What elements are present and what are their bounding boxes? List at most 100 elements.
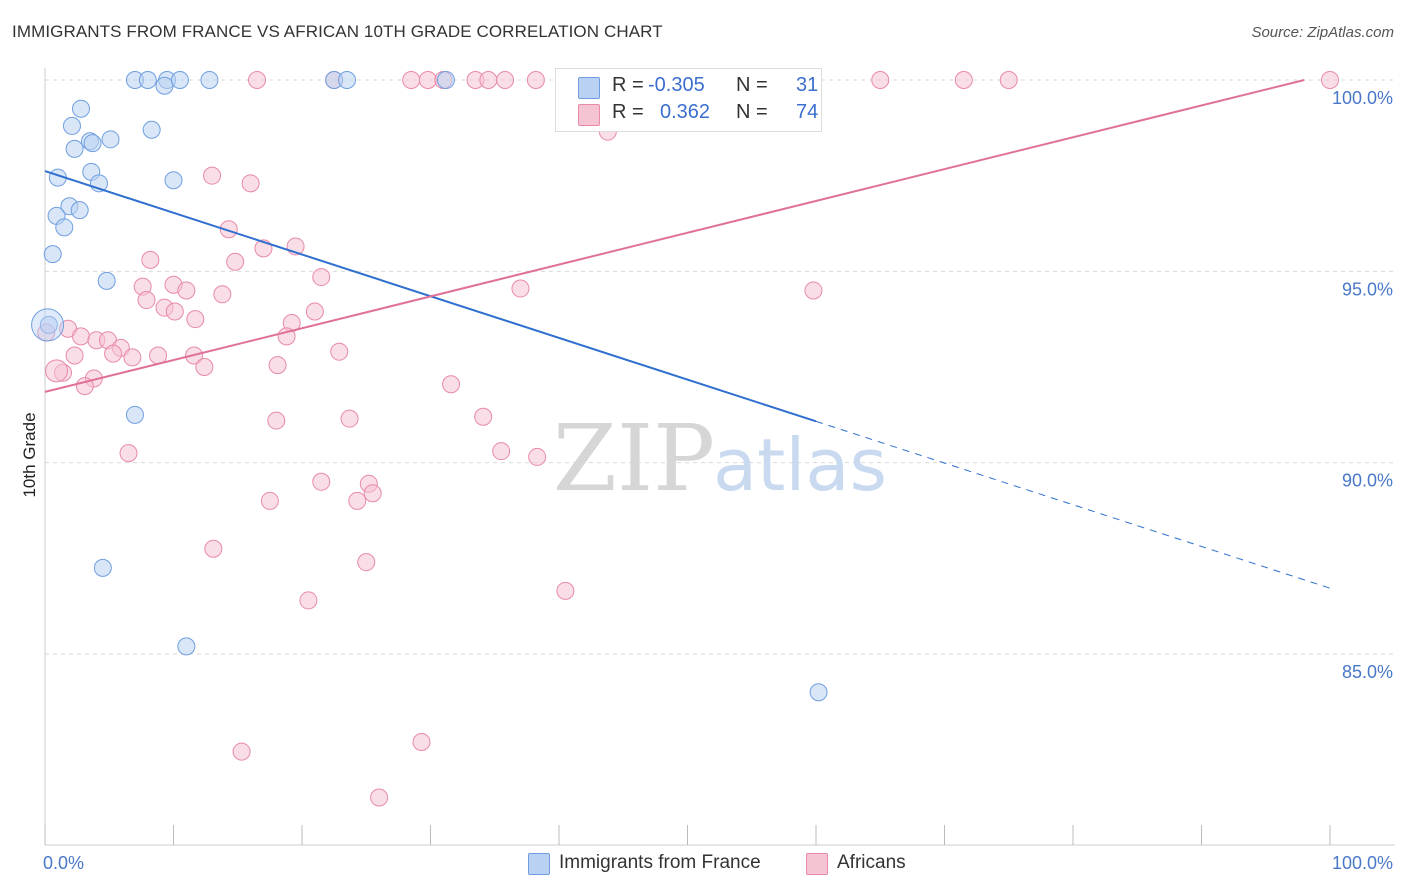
x-tick-label: 0.0% — [43, 853, 84, 873]
point-africans — [260, 491, 279, 510]
legend-r-value: -0.305 — [648, 74, 705, 96]
point-france — [125, 405, 144, 424]
point-africans — [999, 71, 1018, 89]
point-africans — [357, 553, 376, 572]
point-africans — [226, 252, 245, 271]
trend-lines — [44, 79, 1331, 589]
point-africans — [511, 279, 530, 298]
point-africans — [348, 491, 367, 510]
point-africans — [241, 174, 260, 193]
point-africans — [402, 71, 421, 89]
legend-swatch-france — [528, 853, 550, 875]
point-france — [809, 683, 828, 702]
point-africans — [871, 71, 890, 89]
point-africans — [312, 472, 331, 491]
point-africans — [195, 358, 214, 376]
point-africans — [45, 359, 69, 383]
point-africans — [492, 442, 511, 461]
legend-n-label: N = — [736, 74, 768, 96]
point-africans — [474, 407, 493, 426]
point-france — [71, 99, 90, 118]
legend-r-label: R = — [612, 74, 644, 96]
legend-r-value: 0.362 — [660, 101, 711, 123]
legend-label-france: Immigrants from France — [559, 852, 761, 873]
point-france — [177, 637, 196, 656]
point-africans — [248, 71, 267, 89]
point-africans — [312, 268, 331, 287]
point-africans — [340, 409, 359, 428]
point-africans — [65, 346, 84, 365]
axes — [44, 68, 1395, 846]
point-france — [142, 120, 161, 139]
point-africans — [412, 733, 431, 752]
point-france — [97, 271, 116, 290]
point-france — [170, 71, 189, 89]
point-africans — [137, 291, 156, 310]
legend-label-africans: Africans — [837, 852, 906, 873]
legend-n-value: 31 — [796, 74, 819, 96]
point-france — [164, 171, 183, 190]
y-tick-label: 100.0% — [1332, 88, 1393, 108]
data-points — [31, 71, 1339, 807]
point-africans — [165, 302, 184, 321]
point-africans — [104, 344, 123, 363]
point-africans — [442, 375, 461, 394]
watermark: ZIP atlas — [553, 405, 887, 512]
point-africans — [479, 71, 498, 89]
tick-labels: 100.0% 95.0% 90.0% 85.0% 0.0% 100.0% — [43, 88, 1393, 873]
point-africans — [370, 788, 389, 807]
point-france — [39, 315, 58, 334]
point-france — [138, 71, 157, 89]
point-france — [31, 308, 65, 342]
point-africans — [496, 71, 515, 89]
stats-legend: R = -0.305 N = 31 R = 0.362 N = 74 — [555, 68, 822, 132]
trend-line-africans — [44, 79, 1305, 393]
point-france — [43, 245, 62, 264]
legend-swatch-africans — [578, 104, 600, 126]
point-africans — [954, 71, 973, 89]
point-africans — [418, 71, 437, 89]
x-tick-label: 100.0% — [1332, 853, 1393, 873]
source-credit: Source: ZipAtlas.com — [1251, 24, 1394, 41]
point-france — [155, 76, 174, 95]
watermark-atlas: atlas — [713, 423, 887, 507]
point-africans — [213, 285, 232, 304]
point-africans — [119, 444, 138, 463]
point-france — [83, 134, 102, 153]
point-africans — [186, 310, 205, 329]
point-france — [93, 558, 112, 577]
point-africans — [363, 484, 382, 503]
point-france — [70, 201, 89, 220]
point-africans — [141, 250, 160, 269]
chart-title: IMMIGRANTS FROM FRANCE VS AFRICAN 10TH G… — [12, 22, 663, 41]
legend-swatch-africans — [806, 853, 828, 875]
point-africans — [526, 71, 545, 89]
point-france — [65, 139, 84, 158]
y-tick-label: 85.0% — [1342, 662, 1393, 682]
point-france — [200, 71, 219, 89]
point-africans — [330, 342, 349, 361]
point-africans — [177, 281, 196, 300]
point-africans — [299, 591, 318, 610]
point-africans — [556, 581, 575, 600]
point-africans — [71, 327, 90, 346]
point-africans — [203, 166, 222, 185]
point-africans — [204, 539, 223, 558]
point-france — [436, 71, 455, 89]
legend-r-label: R = — [612, 101, 644, 123]
point-france — [101, 130, 120, 149]
watermark-zip: ZIP — [553, 405, 715, 512]
point-africans — [219, 220, 238, 239]
point-africans — [123, 348, 142, 367]
point-africans — [1321, 71, 1339, 89]
y-tick-label: 95.0% — [1342, 279, 1393, 299]
point-africans — [267, 411, 286, 430]
point-france — [337, 71, 356, 89]
point-africans — [232, 742, 251, 761]
point-africans — [528, 447, 547, 466]
point-africans — [804, 281, 823, 300]
point-france — [62, 116, 81, 135]
legend-swatch-france — [578, 77, 600, 99]
legend-n-label: N = — [736, 101, 768, 123]
